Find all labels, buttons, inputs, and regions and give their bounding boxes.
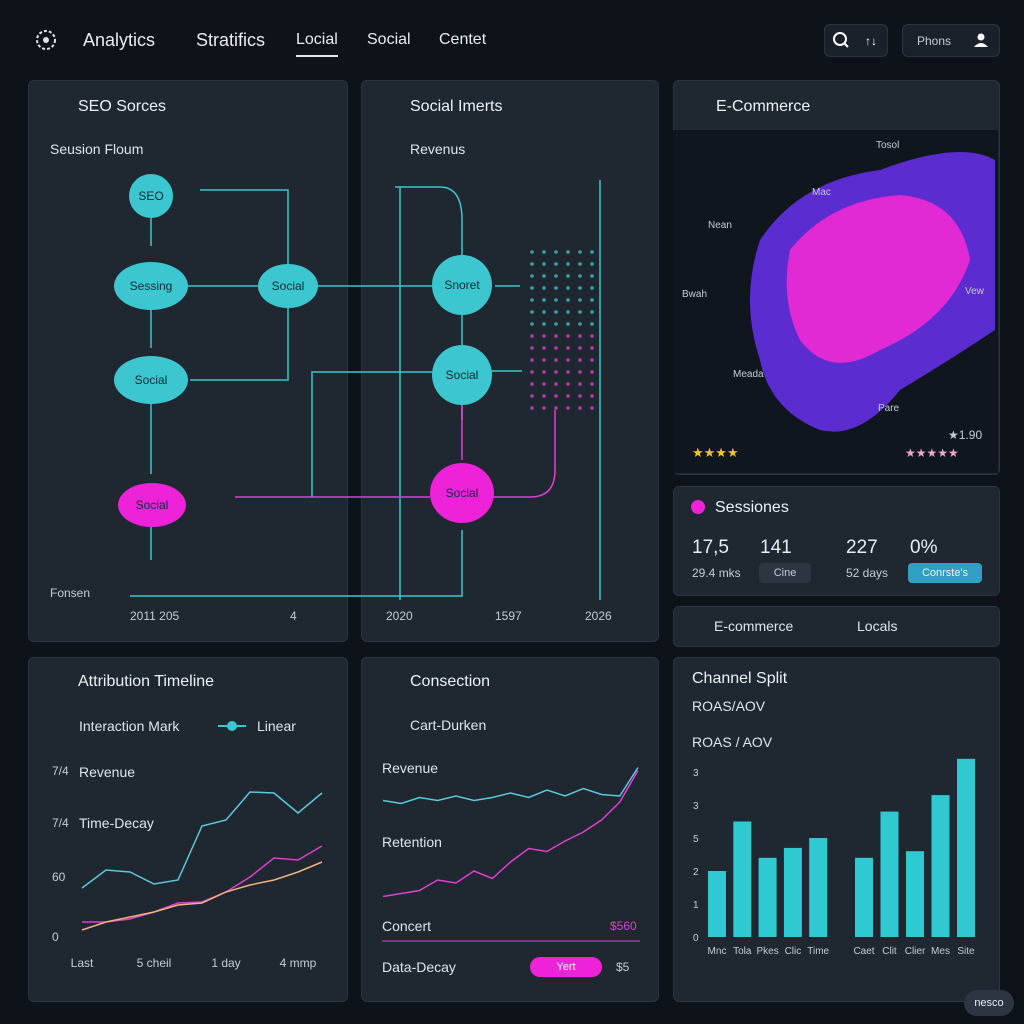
nav-item[interactable]: Analytics: [83, 30, 156, 50]
panel-subtitle: Cart-Durken: [410, 717, 487, 733]
series-label: Revenue: [79, 764, 136, 780]
row-value: $560: [610, 919, 637, 933]
panel-subtitle: Seusion Floum: [50, 141, 144, 157]
axis-label: 2011 205: [130, 609, 180, 623]
axis-label: 2026: [585, 609, 612, 623]
panel-title: Consection: [410, 673, 491, 690]
panel-title: Channel Split: [692, 670, 788, 687]
connection-panel: [361, 657, 659, 1002]
panel-title: E-Commerce: [716, 98, 811, 115]
legend-label: Linear: [257, 718, 296, 734]
stat-value: 17,5: [692, 537, 729, 558]
row-label: Data-Decay: [382, 959, 456, 975]
series-label: Revenue: [382, 760, 439, 776]
series-label: Time-Decay: [79, 815, 154, 831]
stat-sub: 52 days: [846, 566, 889, 580]
panel-title: SEO Sorces: [78, 98, 167, 115]
panel-title: Attribution Timeline: [78, 673, 215, 690]
stat-value: 141: [760, 537, 792, 558]
axis-label: 4: [290, 609, 297, 623]
panel-title: Social Imerts: [410, 98, 503, 115]
logo: [36, 30, 56, 50]
stat-button[interactable]: Cine: [759, 563, 811, 583]
nav-item-active[interactable]: Locial: [296, 31, 338, 57]
account-name: Phons: [917, 34, 952, 48]
map-panel: [673, 80, 1000, 475]
nav-item[interactable]: Centet: [439, 31, 487, 48]
filter-item[interactable]: E-commerce: [714, 618, 794, 634]
axis-label: Fonsen: [50, 586, 91, 600]
social-panel: [361, 80, 659, 642]
nav-item[interactable]: Stratifics: [196, 30, 266, 50]
user-icon: [974, 33, 988, 47]
account-button[interactable]: Phons: [902, 24, 1000, 57]
seo-panel: [28, 80, 348, 642]
axis-label: 1597: [495, 609, 522, 623]
stat-value: 0%: [910, 537, 938, 558]
filter-bar: [673, 606, 1000, 647]
row-value: $5: [616, 960, 630, 974]
axis-title: ROAS / AOV: [692, 734, 773, 750]
filter-item[interactable]: Locals: [857, 618, 898, 634]
legend-label: Interaction Mark: [79, 718, 180, 734]
panel-subtitle: Revenus: [410, 141, 466, 157]
series-label: Retention: [382, 834, 442, 850]
panel-subtitle: ROAS/AOV: [692, 698, 766, 714]
stat-sub: 29.4 mks: [692, 566, 741, 580]
footer-button[interactable]: nesco: [964, 990, 1014, 1016]
svg-text:↑↓: ↑↓: [865, 34, 877, 48]
row-button[interactable]: Yert: [530, 957, 602, 977]
row-label: Concert: [382, 918, 432, 934]
axis-label: 2020: [386, 609, 413, 623]
nav-item[interactable]: Social: [367, 31, 411, 48]
search-box[interactable]: ↑↓: [824, 24, 888, 57]
search-icon: ↑↓: [833, 32, 877, 48]
panel-title: Sessiones: [715, 499, 789, 516]
stat-value: 227: [846, 537, 878, 558]
stat-button[interactable]: Conrste's: [908, 563, 982, 583]
attribution-panel: [28, 657, 348, 1002]
